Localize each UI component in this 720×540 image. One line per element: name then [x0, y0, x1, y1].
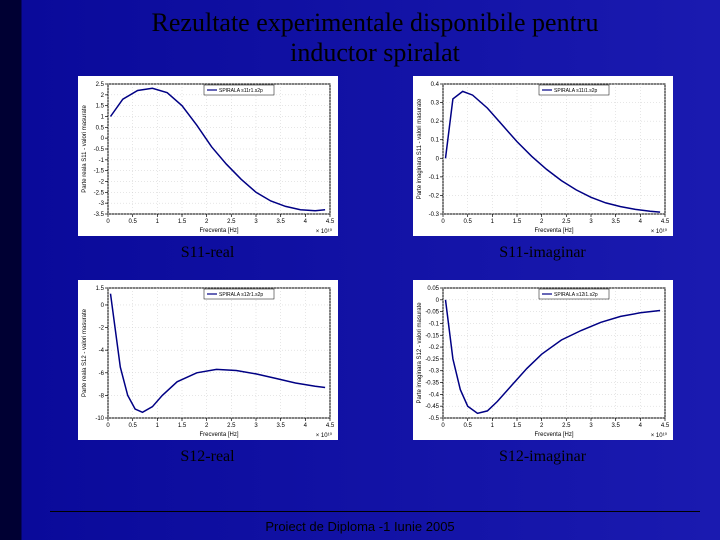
svg-text:0.5: 0.5 — [463, 219, 472, 225]
svg-text:-2: -2 — [98, 325, 104, 331]
svg-text:Parte imaginara S11 - valori m: Parte imaginara S11 - valori masurate — [417, 98, 423, 199]
svg-text:-2: -2 — [98, 179, 104, 185]
svg-text:Frecventa [Hz]: Frecventa [Hz] — [199, 432, 238, 438]
svg-text:-0.05: -0.05 — [425, 309, 439, 315]
slide-title: Rezultate experimentale disponibile pent… — [50, 8, 700, 68]
plot-s11-imag: 00.511.522.533.544.5-0.3-0.2-0.100.10.20… — [413, 76, 673, 236]
svg-text:2.5: 2.5 — [227, 423, 236, 429]
svg-text:3.5: 3.5 — [611, 423, 620, 429]
svg-text:SPIRALA s12r1.s2p: SPIRALA s12r1.s2p — [219, 292, 263, 298]
svg-text:-0.2: -0.2 — [428, 345, 439, 351]
svg-text:4.5: 4.5 — [660, 219, 669, 225]
svg-text:0.5: 0.5 — [128, 219, 137, 225]
svg-text:0.05: 0.05 — [427, 286, 439, 292]
svg-text:-10: -10 — [95, 416, 104, 422]
svg-text:-1.5: -1.5 — [93, 168, 104, 174]
svg-text:2.5: 2.5 — [562, 219, 571, 225]
svg-text:-0.2: -0.2 — [428, 193, 439, 199]
svg-text:-0.25: -0.25 — [425, 357, 439, 363]
caption-s12-real: S12-real — [70, 448, 345, 466]
svg-text:× 10¹⁰: × 10¹⁰ — [650, 228, 667, 235]
svg-text:-0.15: -0.15 — [425, 333, 439, 339]
svg-text:-0.5: -0.5 — [428, 416, 439, 422]
svg-text:-3: -3 — [98, 201, 104, 207]
svg-text:1.5: 1.5 — [95, 103, 104, 109]
svg-text:0.1: 0.1 — [430, 137, 439, 143]
svg-text:2.5: 2.5 — [562, 423, 571, 429]
svg-text:4.5: 4.5 — [325, 219, 334, 225]
svg-text:-0.45: -0.45 — [425, 404, 439, 410]
svg-text:1.5: 1.5 — [512, 423, 521, 429]
svg-text:0.4: 0.4 — [430, 82, 439, 88]
svg-text:Parte imaginara S12 - valori m: Parte imaginara S12 - valori masurate — [417, 302, 423, 404]
svg-text:1.5: 1.5 — [177, 219, 186, 225]
svg-text:-6: -6 — [98, 371, 104, 377]
plot-s11-real: 00.511.522.533.544.5-3.5-3-2.5-2-1.5-1-0… — [78, 76, 338, 236]
svg-text:-0.5: -0.5 — [93, 147, 104, 153]
plot-s12-real: 00.511.522.533.544.5-10-8-6-4-201.5Frecv… — [78, 280, 338, 440]
svg-text:0.5: 0.5 — [128, 423, 137, 429]
svg-text:× 10¹⁰: × 10¹⁰ — [315, 228, 332, 235]
footer-rule — [50, 511, 700, 512]
caption-s12-imag: S12-imaginar — [405, 448, 680, 466]
svg-text:SPIRALA s12i1.s2p: SPIRALA s12i1.s2p — [554, 292, 598, 298]
caption-s11-real: S11-real — [70, 244, 345, 262]
svg-text:× 10¹⁰: × 10¹⁰ — [650, 432, 667, 439]
svg-text:Frecventa [Hz]: Frecventa [Hz] — [534, 228, 573, 234]
svg-text:-0.1: -0.1 — [428, 321, 439, 327]
svg-text:-0.3: -0.3 — [428, 212, 439, 218]
plot-grid: 00.511.522.533.544.5-3.5-3-2.5-2-1.5-1-0… — [50, 76, 700, 480]
title-line-1: Rezultate experimentale disponibile pent… — [152, 8, 599, 37]
svg-text:0.5: 0.5 — [95, 125, 104, 131]
svg-text:× 10¹⁰: × 10¹⁰ — [315, 432, 332, 439]
caption-s11-imag: S11-imaginar — [405, 244, 680, 262]
svg-text:-4: -4 — [98, 348, 104, 354]
svg-text:Frecventa [Hz]: Frecventa [Hz] — [199, 228, 238, 234]
svg-text:0.5: 0.5 — [463, 423, 472, 429]
svg-text:-0.35: -0.35 — [425, 380, 439, 386]
svg-text:1.5: 1.5 — [512, 219, 521, 225]
svg-text:1.5: 1.5 — [177, 423, 186, 429]
slide: Rezultate experimentale disponibile pent… — [0, 0, 720, 540]
svg-text:SPIRALA s11r1.s2p: SPIRALA s11r1.s2p — [219, 88, 263, 94]
svg-text:-1: -1 — [98, 158, 104, 164]
svg-text:-0.3: -0.3 — [428, 369, 439, 375]
svg-text:Parte reala S12 - valori masur: Parte reala S12 - valori masurate — [82, 308, 88, 397]
svg-text:2.5: 2.5 — [227, 219, 236, 225]
svg-text:Parte reala S11 - valori masur: Parte reala S11 - valori masurate — [82, 104, 88, 192]
svg-text:-0.1: -0.1 — [428, 175, 439, 181]
svg-text:-0.4: -0.4 — [428, 392, 439, 398]
svg-text:3.5: 3.5 — [276, 219, 285, 225]
plot-s12-imag: 00.511.522.533.544.5-0.5-0.45-0.4-0.35-0… — [413, 280, 673, 440]
svg-text:3.5: 3.5 — [276, 423, 285, 429]
svg-text:0.3: 0.3 — [430, 100, 439, 106]
svg-text:3.5: 3.5 — [611, 219, 620, 225]
svg-text:4.5: 4.5 — [660, 423, 669, 429]
svg-text:1.5: 1.5 — [95, 286, 104, 292]
svg-text:-8: -8 — [98, 393, 104, 399]
svg-text:-3.5: -3.5 — [93, 212, 104, 218]
svg-text:SPIRALA s11i1.s2p: SPIRALA s11i1.s2p — [554, 88, 597, 94]
svg-text:2.5: 2.5 — [95, 82, 104, 88]
title-line-2: inductor spiralat — [290, 38, 460, 67]
footer-text: Proiect de Diploma -1 Iunie 2005 — [0, 519, 720, 534]
svg-text:0.2: 0.2 — [430, 119, 439, 125]
svg-text:4.5: 4.5 — [325, 423, 334, 429]
svg-text:Frecventa [Hz]: Frecventa [Hz] — [534, 432, 573, 438]
svg-text:-2.5: -2.5 — [93, 190, 104, 196]
